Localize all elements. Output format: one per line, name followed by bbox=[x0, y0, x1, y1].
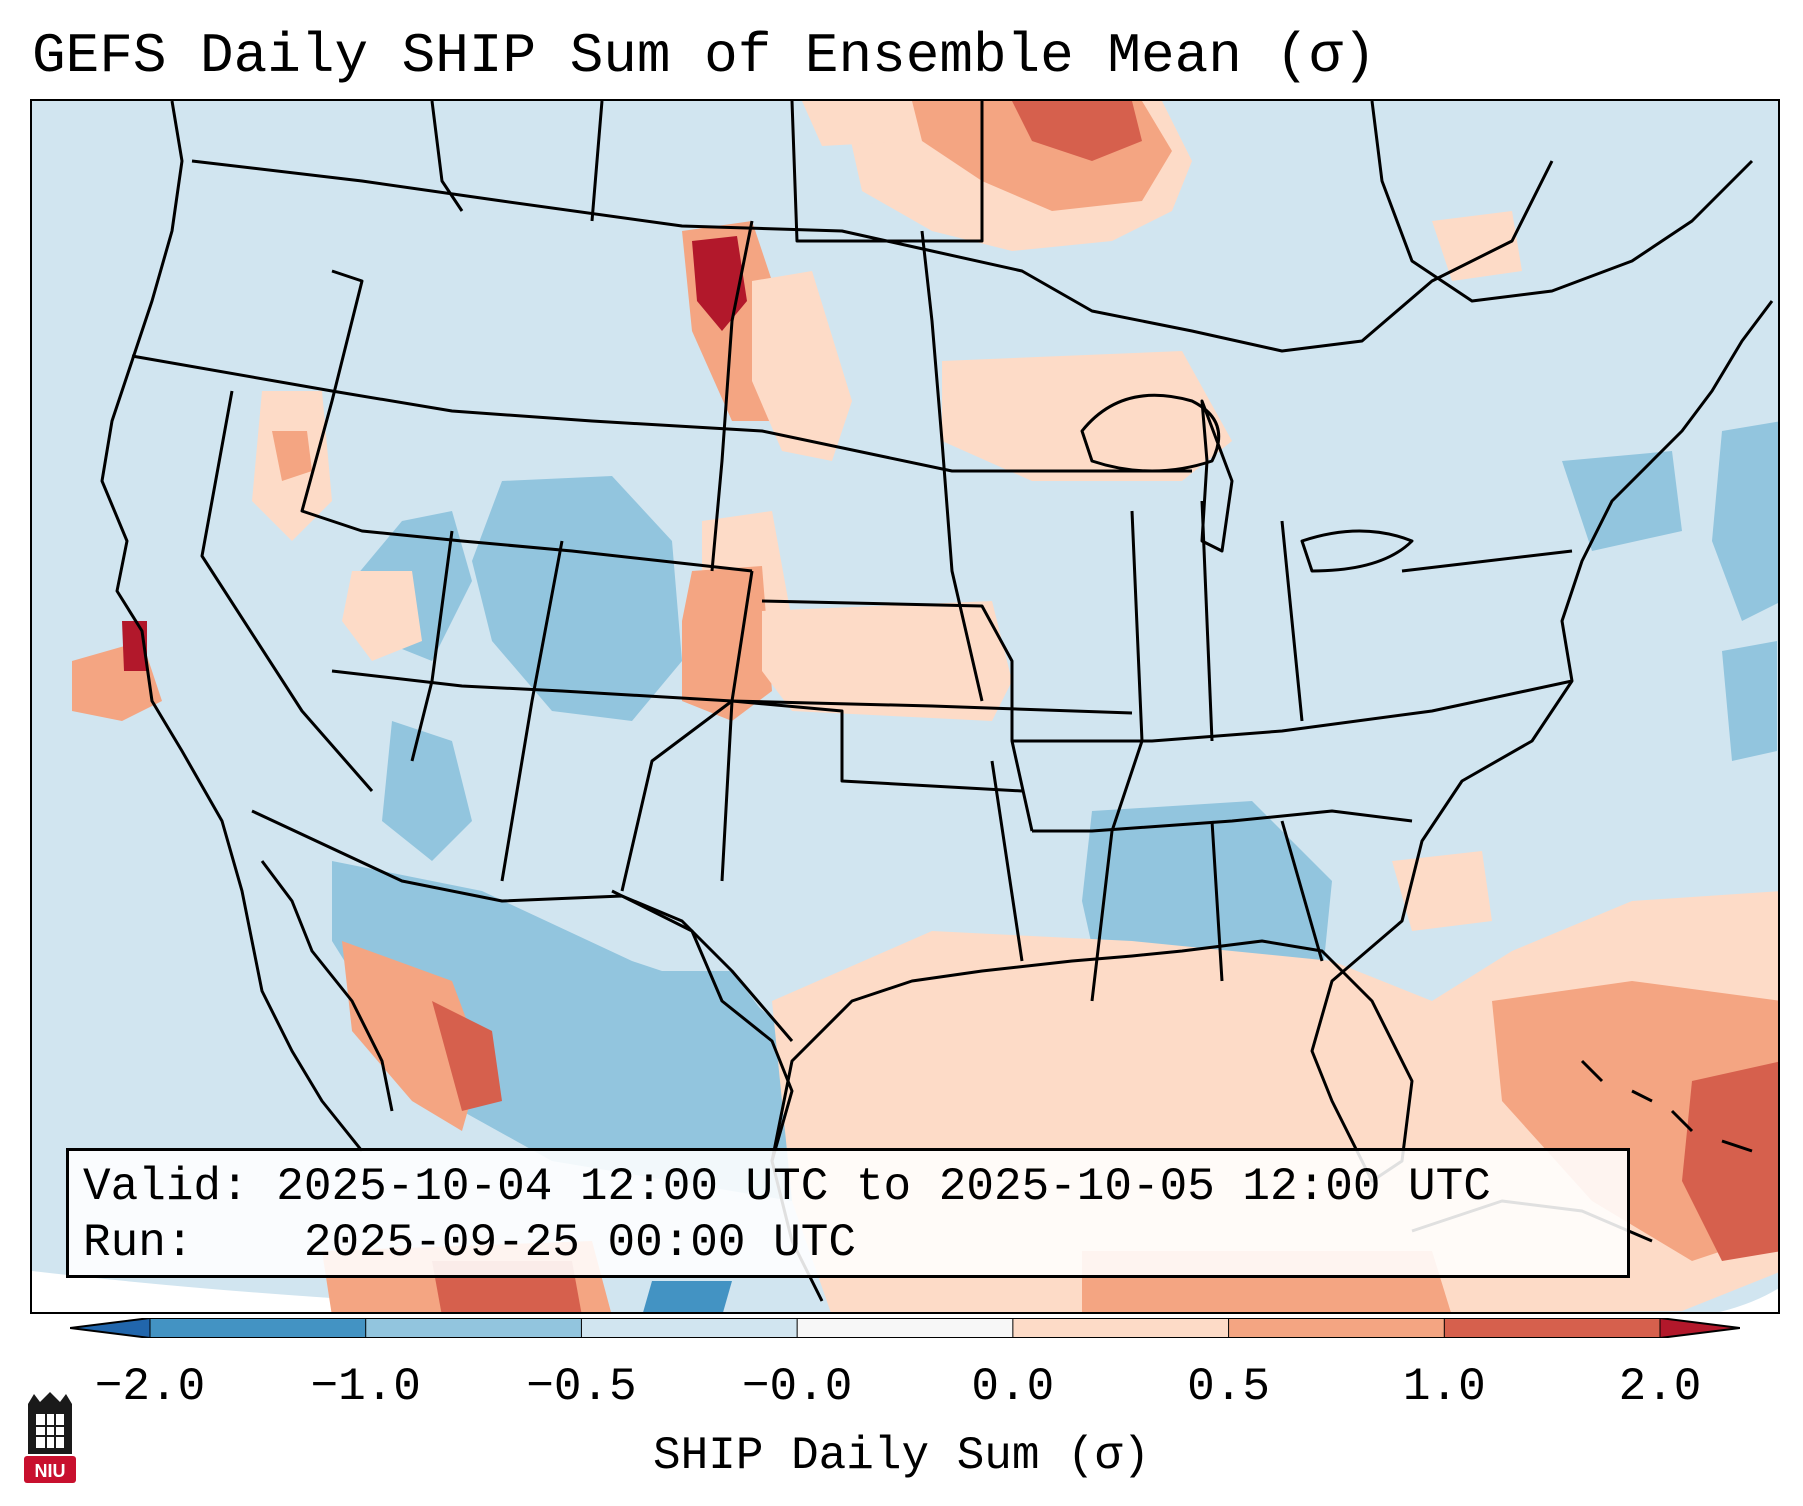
state-lines-four-corners bbox=[331, 669, 1133, 715]
coastline-pacific bbox=[100, 101, 364, 1152]
run-value: 2025-09-25 00:00 UTC bbox=[303, 1217, 856, 1269]
anomaly-region-atlantic-bermuda bbox=[1392, 851, 1492, 931]
anomaly-region-mexico-west bbox=[652, 971, 792, 1111]
valid-label: Valid: bbox=[83, 1161, 249, 1213]
figure-title: GEFS Daily SHIP Sum of Ensemble Mean (σ) bbox=[32, 24, 1377, 88]
colorbar-segment bbox=[150, 1318, 367, 1338]
valid-row: Valid: 2025-10-04 12:00 UTC to 2025-10-0… bbox=[83, 1159, 1613, 1215]
state-line-penn-ny bbox=[1401, 549, 1573, 573]
anomaly-region-caribbean-core bbox=[1682, 1061, 1778, 1261]
coastline-bahamas bbox=[1580, 1059, 1753, 1153]
map-canvas bbox=[32, 101, 1778, 1312]
colorbar-extension-high bbox=[1660, 1318, 1740, 1338]
colorbar-segment bbox=[1444, 1318, 1661, 1338]
colorbar-extension-low bbox=[70, 1318, 150, 1338]
logo-window-grid-icon bbox=[36, 1414, 64, 1448]
province-sask-manitoba bbox=[790, 101, 984, 243]
state-line-dakota-minnesota bbox=[920, 230, 984, 702]
state-lines-tennessee bbox=[1012, 679, 1573, 743]
anomaly-region-arizona bbox=[382, 721, 472, 861]
logo-badge bbox=[24, 1456, 76, 1483]
state-line-georgia-florida bbox=[1280, 820, 1324, 962]
anomaly-region-mexico-interior bbox=[332, 861, 862, 1201]
state-line-montana-dakota bbox=[710, 220, 754, 572]
state-line-utah-colorado-west bbox=[500, 540, 564, 882]
anomaly-region-sinaloa bbox=[342, 941, 482, 1131]
anomaly-region-ontario-north-core bbox=[1012, 101, 1142, 161]
anomaly-region-mexico-south-deep bbox=[643, 1281, 732, 1312]
colorbar-tick-label: −0.0 bbox=[741, 1361, 853, 1413]
colorbar-label: SHIP Daily Sum (σ) bbox=[653, 1430, 1150, 1482]
colorbar-segment bbox=[1228, 1318, 1445, 1338]
coastline-baja bbox=[260, 860, 394, 1112]
anomaly-region-manitoba bbox=[802, 101, 912, 146]
province-bc-alberta bbox=[430, 101, 464, 212]
anomaly-region-dakotas-west bbox=[752, 271, 852, 461]
out-of-domain-se bbox=[1719, 1288, 1778, 1312]
anomaly-region-wisconsin-michigan bbox=[942, 351, 1232, 481]
colorbar-tick-label: 0.5 bbox=[1187, 1361, 1270, 1413]
anomaly-region-colorado-front-range bbox=[682, 566, 772, 721]
anomaly-region-sinaloa-core bbox=[432, 1001, 502, 1111]
lake-erie-ontario bbox=[1300, 529, 1414, 573]
anomaly-region-nevada-south bbox=[342, 571, 422, 661]
colorbar bbox=[70, 1318, 1740, 1338]
anomaly-region-kansas bbox=[762, 601, 1012, 721]
province-alberta-sask bbox=[590, 101, 604, 222]
state-line-mississippi-river bbox=[1090, 510, 1144, 1002]
colorbar-segment bbox=[1012, 1318, 1230, 1338]
anomaly-region-utah-colorado bbox=[472, 476, 682, 721]
state-line-alabama-georgia bbox=[1210, 820, 1224, 982]
state-lines-kansas-missouri bbox=[761, 599, 1034, 832]
valid-value: 2025-10-04 12:00 UTC to 2025-10-05 12:00… bbox=[276, 1161, 1491, 1213]
colorbar-tick-label: 2.0 bbox=[1618, 1361, 1702, 1413]
run-row: Run: 2025-09-25 00:00 UTC bbox=[83, 1215, 1613, 1271]
anomaly-region-nova-scotia-sea bbox=[1562, 451, 1682, 551]
logo-window-icon bbox=[36, 1414, 64, 1448]
anomaly-region-nevada-north-core bbox=[272, 431, 312, 481]
colorbar-segment bbox=[365, 1318, 582, 1338]
border-us-canada bbox=[191, 159, 1554, 353]
anomaly-region-quebec bbox=[1432, 211, 1522, 281]
colorbar-tick-label: 1.0 bbox=[1402, 1361, 1486, 1413]
state-line-california-nevada bbox=[200, 390, 374, 792]
state-line-utah-nevada bbox=[410, 530, 454, 762]
colorbar-segment bbox=[581, 1318, 798, 1338]
niu-logo: NIU bbox=[24, 1392, 76, 1483]
valid-run-info-box: Valid: 2025-10-04 12:00 UTC to 2025-10-0… bbox=[66, 1148, 1630, 1278]
lake-michigan bbox=[1200, 399, 1234, 553]
state-line-oklahoma bbox=[731, 699, 1023, 793]
state-line-new-mexico bbox=[620, 699, 733, 892]
colorbar-tick-label: −2.0 bbox=[94, 1361, 206, 1413]
border-us-mexico bbox=[251, 809, 794, 1042]
coastline-hudson-quebec bbox=[1370, 101, 1754, 303]
map-panel bbox=[30, 99, 1780, 1314]
colorbar-segment bbox=[797, 1318, 1014, 1338]
run-label: Run: bbox=[83, 1217, 194, 1269]
colorbar-tick-label: −1.0 bbox=[310, 1361, 421, 1413]
state-lines-idaho-utah bbox=[300, 269, 753, 573]
logo-text: NIU bbox=[35, 1461, 66, 1481]
anomaly-region-california-coast bbox=[122, 621, 147, 671]
state-lines-south bbox=[1032, 809, 1413, 833]
state-line-ohio bbox=[1280, 520, 1304, 722]
anomaly-region-atlantic-ne bbox=[1712, 421, 1778, 621]
state-line-texas-louisiana bbox=[990, 760, 1024, 962]
boundary-layer bbox=[100, 101, 1774, 1302]
coastline-gulf-atlantic bbox=[770, 300, 1774, 1183]
lake-superior-michigan bbox=[1080, 393, 1221, 473]
out-of-domain-sw bbox=[32, 1271, 603, 1312]
colorbar-tick-label: −0.5 bbox=[526, 1361, 637, 1413]
anomaly-region-atlantic-e bbox=[1722, 641, 1777, 761]
colorbar-tick-label: 0.0 bbox=[971, 1361, 1055, 1413]
state-lines-north bbox=[131, 354, 1192, 473]
